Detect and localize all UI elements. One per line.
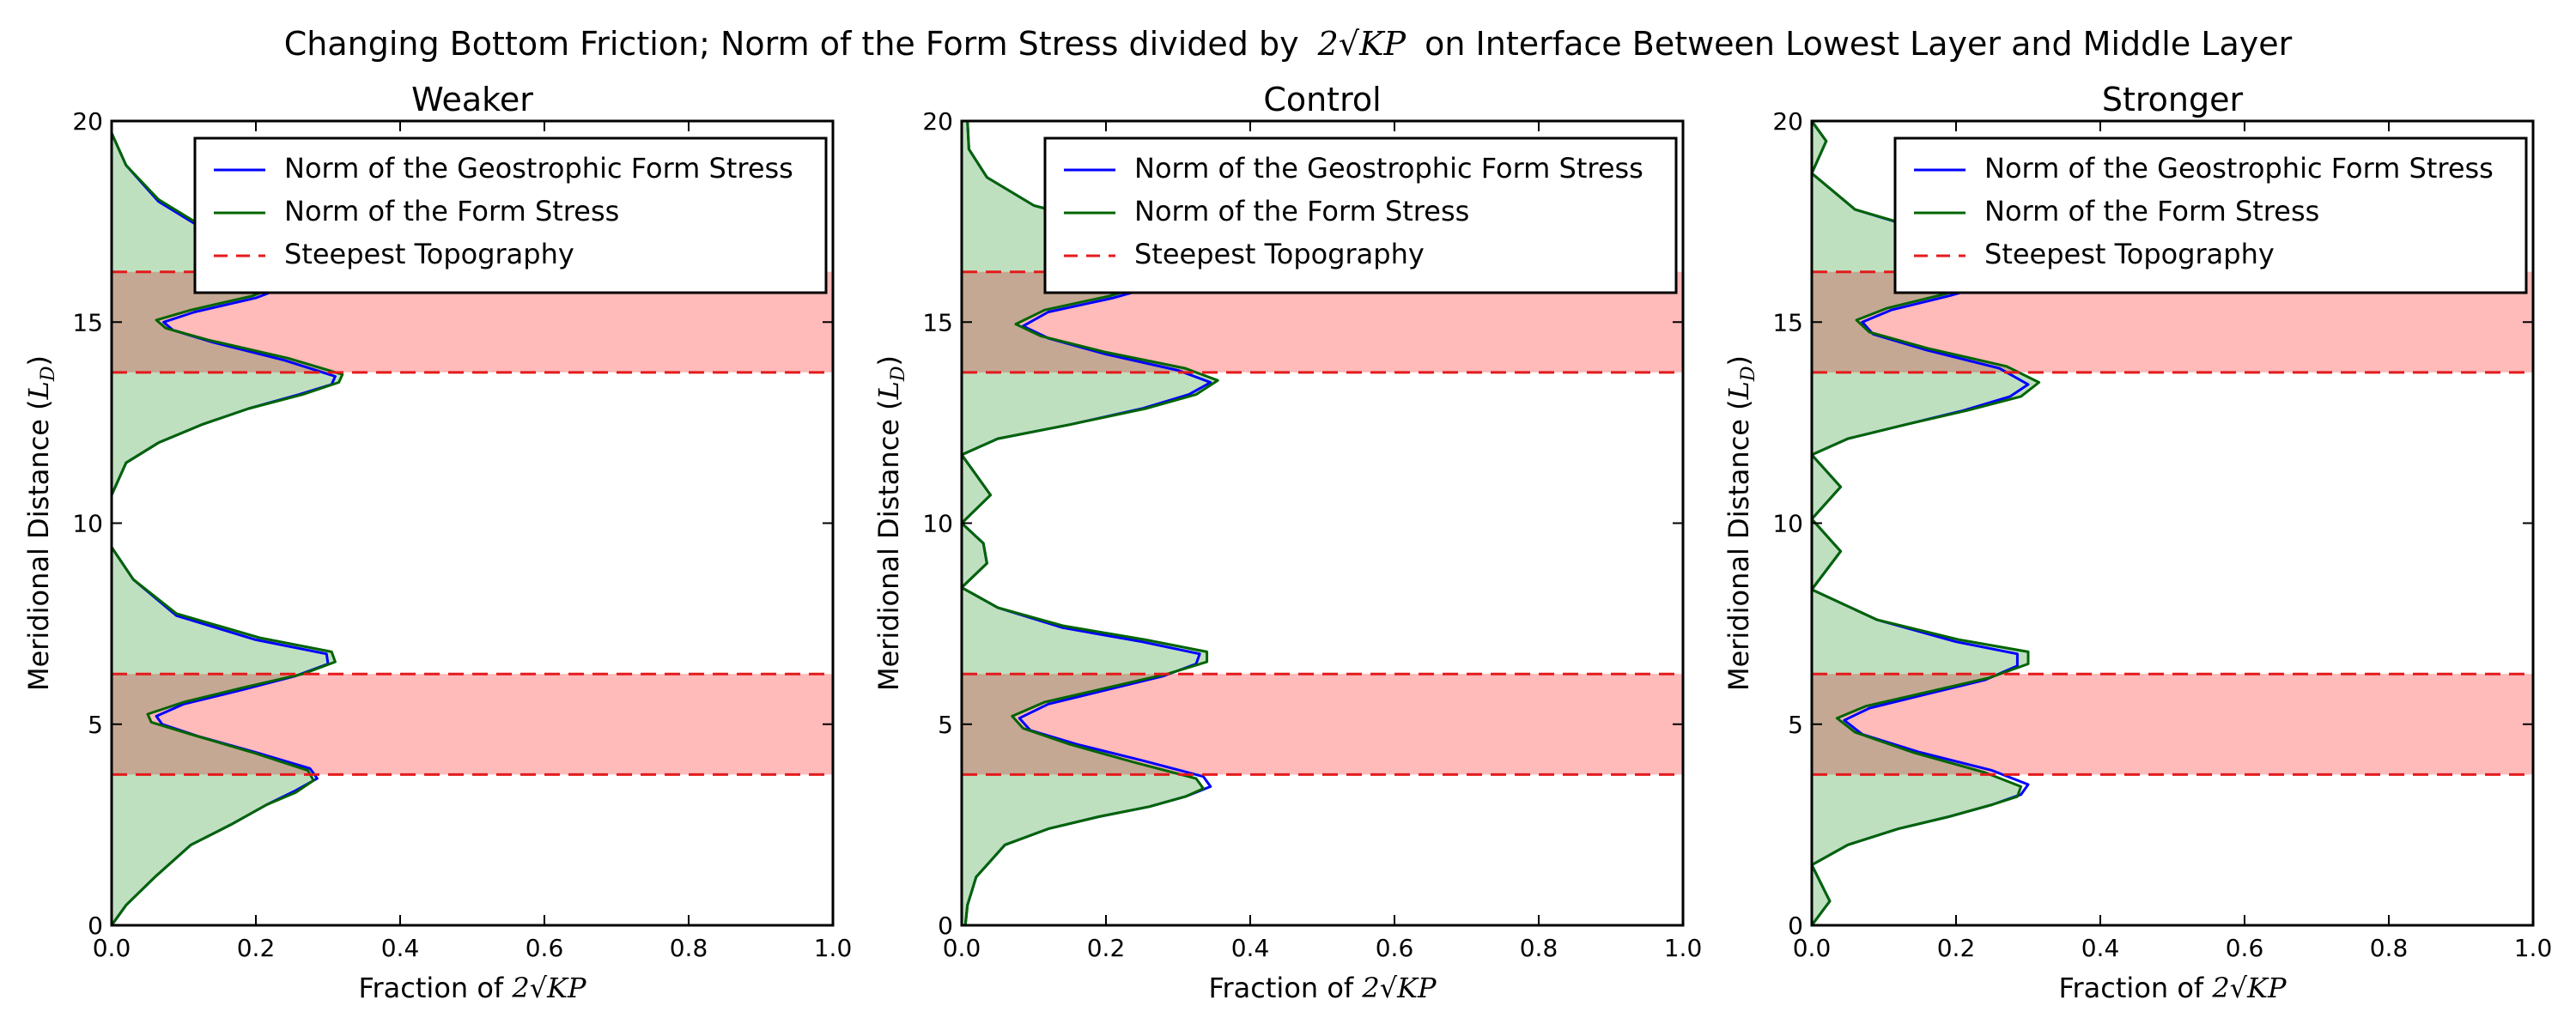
overlap-fill-1: [1812, 271, 2019, 373]
legend-label-2: Steepest Topography: [284, 238, 574, 270]
x-tick-label: 0.4: [1231, 934, 1270, 962]
legend: Norm of the Geostrophic Form Stress Norm …: [1893, 136, 2528, 294]
legend-label-2: Steepest Topography: [1134, 238, 1425, 270]
x-axis-label-text: Fraction of: [2058, 972, 2212, 1004]
overlap-fill-0: [112, 674, 311, 775]
overlap-fill-0: [962, 674, 1182, 775]
legend-label-0: Norm of the Geostrophic Form Stress: [1984, 152, 2494, 185]
y-axis-label-text: Meridional Distance (: [872, 399, 905, 691]
x-tick-label: 0.8: [2370, 934, 2409, 962]
y-tick-label: 0: [1788, 912, 1803, 940]
x-axis-label-text: Fraction of: [1208, 972, 1362, 1004]
legend-label-1: Norm of the Form Stress: [1134, 195, 1469, 227]
y-tick-label: 20: [1772, 107, 1803, 136]
subplot-control: 0.0 0.2 0.4 0.6 0.8 1.0 0 5 10 15 20 Control Fractio…: [872, 81, 1702, 1004]
overlap-fill-1: [112, 271, 336, 373]
figure-suptitle: Changing Bottom Friction; Norm of the Fo…: [284, 25, 2293, 63]
x-axis-label-math: 2√KP: [2211, 972, 2287, 1004]
subplot-panels: 0.0 0.2 0.4 0.6 0.8 1.0 0 5 10 15 20 Weaker Fraction…: [22, 81, 2552, 1004]
x-axis-label-text: Fraction of: [358, 972, 512, 1004]
axes-frame: [110, 119, 835, 927]
x-tick-label: 0.0: [943, 934, 981, 962]
x-tick-label: 0.2: [1937, 934, 1976, 962]
y-axis-label-close: ): [22, 355, 55, 366]
overlap-fill-0: [1812, 674, 2001, 775]
y-axis-label: Meridional Distance (LD): [22, 355, 59, 691]
x-axis-label: Fraction of 2√KP: [2058, 972, 2287, 1004]
legend-frame: [193, 136, 828, 294]
axes-frame: [960, 119, 1685, 927]
x-tick-label: 0.2: [1087, 934, 1126, 962]
legend: Norm of the Geostrophic Form Stress Norm …: [193, 136, 828, 294]
legend-label-1: Norm of the Form Stress: [1984, 195, 2319, 227]
x-tick-label: 0.8: [1520, 934, 1558, 962]
y-tick-label: 5: [1788, 711, 1803, 739]
y-axis-label-math: L: [22, 381, 55, 400]
subplot-title: Control: [1263, 81, 1381, 118]
legend: Norm of the Geostrophic Form Stress Norm …: [1043, 136, 1678, 294]
y-axis-label-math: L: [1722, 381, 1755, 400]
y-tick-label: 5: [938, 711, 953, 739]
legend-label-2: Steepest Topography: [1984, 238, 2275, 270]
y-axis-label-subscript: D: [888, 366, 909, 382]
x-axis-label: Fraction of 2√KP: [1208, 972, 1437, 1004]
x-tick-label: 0.6: [1376, 934, 1414, 962]
y-axis-label-text: Meridional Distance (: [1722, 399, 1755, 691]
axes-frame: [1810, 119, 2535, 927]
y-tick-label: 5: [88, 711, 103, 739]
suptitle-math: 2√KP: [1317, 25, 1407, 63]
y-tick-label: 15: [1772, 308, 1803, 336]
subplot-stronger: 0.0 0.2 0.4 0.6 0.8 1.0 0 5 10 15 20 Stronger Fracti…: [1722, 81, 2552, 1004]
y-tick-label: 10: [72, 510, 103, 538]
x-tick-label: 0.6: [526, 934, 564, 962]
legend-label-0: Norm of the Geostrophic Form Stress: [284, 152, 793, 185]
legend-label-1: Norm of the Form Stress: [284, 195, 619, 227]
x-tick-label: 0.8: [670, 934, 708, 962]
legend-frame: [1893, 136, 2528, 294]
x-tick-label: 0.0: [1793, 934, 1832, 962]
x-tick-label: 0.6: [2226, 934, 2264, 962]
y-tick-label: 10: [922, 510, 953, 538]
y-tick-label: 0: [938, 912, 953, 940]
x-axis-label-math: 2√KP: [511, 972, 586, 1004]
suptitle-prefix: Changing Bottom Friction; Norm of the Fo…: [284, 25, 1299, 63]
legend-frame: [1043, 136, 1678, 294]
x-axis-label: Fraction of 2√KP: [358, 972, 586, 1004]
y-axis-label: Meridional Distance (LD): [1722, 355, 1759, 691]
y-tick-label: 20: [72, 107, 103, 136]
x-tick-label: 1.0: [1664, 934, 1703, 962]
x-tick-label: 1.0: [814, 934, 853, 962]
y-axis-label-subscript: D: [1738, 366, 1759, 382]
suptitle-suffix: on Interface Between Lowest Layer and Mi…: [1425, 25, 2292, 63]
y-axis-label-text: Meridional Distance (: [22, 399, 55, 691]
y-axis-label-close: ): [1722, 355, 1755, 366]
y-tick-label: 10: [1772, 510, 1803, 538]
x-axis-label-math: 2√KP: [1361, 972, 1437, 1004]
subplot-title: Stronger: [2102, 81, 2244, 118]
x-tick-label: 0.4: [2081, 934, 2120, 962]
y-tick-label: 20: [922, 107, 953, 136]
y-axis-label-math: L: [872, 381, 905, 400]
y-tick-label: 15: [72, 308, 103, 336]
y-axis-label-subscript: D: [38, 366, 59, 382]
x-tick-label: 0.0: [93, 934, 131, 962]
x-tick-label: 0.4: [381, 934, 420, 962]
x-tick-label: 1.0: [2514, 934, 2553, 962]
y-axis-label-close: ): [872, 355, 905, 366]
subplot-weaker: 0.0 0.2 0.4 0.6 0.8 1.0 0 5 10 15 20 Weaker Fraction…: [22, 81, 852, 1004]
legend-label-0: Norm of the Geostrophic Form Stress: [1134, 152, 1643, 185]
y-axis-label: Meridional Distance (LD): [872, 355, 909, 691]
y-tick-label: 0: [88, 912, 103, 940]
subplot-title: Weaker: [411, 81, 533, 118]
x-tick-label: 0.2: [237, 934, 276, 962]
overlap-fill-1: [962, 271, 1197, 373]
y-tick-label: 15: [922, 308, 953, 336]
